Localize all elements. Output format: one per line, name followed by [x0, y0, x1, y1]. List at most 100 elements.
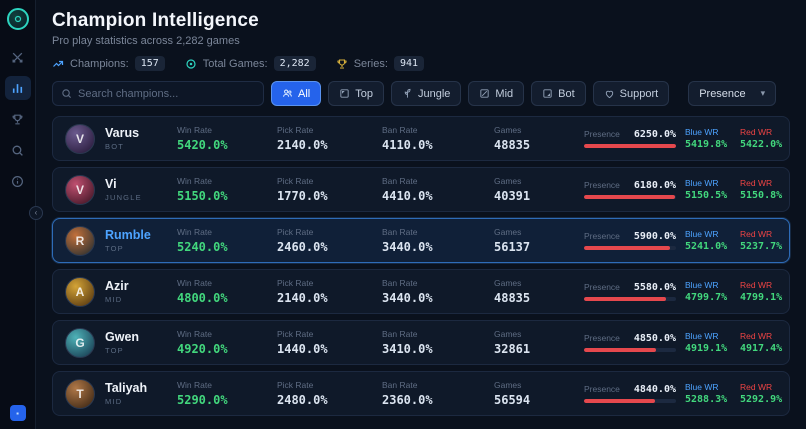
ban-rate-cell: Ban Rate 4410.0% [382, 176, 494, 203]
stat-champions: Champions: 157 [52, 56, 165, 71]
champion-avatar: R [65, 225, 95, 256]
games-value: 32861 [494, 342, 531, 356]
win-rate-label: Win Rate [177, 329, 212, 339]
champion-name: Gwen [105, 330, 140, 344]
champion-row[interactable]: V Varus BOT Win Rate 5420.0% Pick Rate 2… [52, 116, 790, 161]
sidebar-bottom-button[interactable]: ▪ [9, 405, 26, 421]
role-mid-icon [479, 88, 490, 99]
champion-row[interactable]: A Azir MID Win Rate 4800.0% Pick Rate 21… [52, 269, 790, 314]
champion-identity: Varus BOT [105, 126, 177, 151]
champion-identity: Azir MID [105, 279, 177, 304]
red-wr-label: Red WR [740, 382, 773, 392]
games-label: Games [494, 227, 522, 237]
sidebar-item-search[interactable] [5, 138, 31, 162]
filter-mid-chip[interactable]: Mid [468, 81, 525, 106]
red-wr-value: 4799.1% [740, 292, 783, 303]
blue-wr-value: 4919.1% [685, 343, 728, 354]
sidebar-collapse-button[interactable]: ‹ [29, 206, 43, 220]
games-value: 40391 [494, 189, 531, 203]
pick-rate-value: 2140.0% [277, 291, 328, 305]
blue-wr-label: Blue WR [685, 178, 719, 188]
role-support-icon [604, 88, 615, 99]
red-wr-label: Red WR [740, 229, 773, 239]
ban-rate-value: 3440.0% [382, 240, 433, 254]
ban-rate-label: Ban Rate [382, 329, 418, 339]
stat-label: Total Games: [202, 57, 268, 70]
games-value: 56137 [494, 240, 531, 254]
sidebar-item-matchups[interactable] [5, 45, 31, 69]
stat-value: 2,282 [273, 56, 316, 71]
games-cell: Games 56594 [494, 380, 584, 407]
games-cell: Games 32861 [494, 329, 584, 356]
row-right-stats: Presence 4850.0% Blue WR 4919.1% Red WR … [584, 331, 786, 354]
search-input[interactable] [78, 87, 255, 100]
filter-label: All [298, 87, 311, 100]
red-wr-cell: Red WR 5422.0% [740, 127, 786, 150]
win-rate-label: Win Rate [177, 227, 212, 237]
filter-label: Mid [495, 87, 514, 100]
filter-bot-chip[interactable]: Bot [531, 81, 586, 106]
red-wr-label: Red WR [740, 127, 773, 137]
filter-all-chip[interactable]: All [271, 81, 322, 106]
red-wr-value: 5292.9% [740, 394, 783, 405]
pick-rate-value: 1440.0% [277, 342, 328, 356]
grid-icon: ▪ [16, 408, 19, 418]
pick-rate-cell: Pick Rate 2140.0% [277, 125, 382, 152]
champion-row[interactable]: T Taliyah MID Win Rate 5290.0% Pick Rate… [52, 371, 790, 416]
filter-top-chip[interactable]: Top [328, 81, 384, 106]
pick-rate-value: 2460.0% [277, 240, 328, 254]
app-logo-icon [6, 8, 29, 30]
ban-rate-label: Ban Rate [382, 380, 418, 390]
champion-row[interactable]: G Gwen TOP Win Rate 4920.0% Pick Rate 14… [52, 320, 790, 365]
champion-row[interactable]: R Rumble TOP Win Rate 5240.0% Pick Rate … [52, 218, 790, 263]
sidebar-item-series[interactable] [5, 107, 31, 131]
pick-rate-cell: Pick Rate 2140.0% [277, 278, 382, 305]
champion-row[interactable]: V Vi JUNGLE Win Rate 5150.0% Pick Rate 1… [52, 167, 790, 212]
red-wr-value: 5237.7% [740, 241, 783, 252]
blue-wr-cell: Blue WR 5150.5% [685, 178, 731, 201]
pick-rate-label: Pick Rate [277, 278, 314, 288]
win-rate-cell: Win Rate 4800.0% [177, 278, 277, 305]
filter-support-chip[interactable]: Support [592, 81, 670, 106]
presence-value: 5580.0% [633, 282, 676, 293]
blue-wr-cell: Blue WR 5288.3% [685, 382, 731, 405]
win-rate-cell: Win Rate 5240.0% [177, 227, 277, 254]
champion-avatar-initial: T [76, 386, 84, 401]
champion-avatar-initial: R [75, 233, 85, 248]
stat-label: Champions: [70, 57, 129, 70]
pick-rate-value: 2140.0% [277, 138, 328, 152]
champion-name: Vi [105, 177, 117, 191]
filter-label: Top [355, 87, 373, 100]
row-right-stats: Presence 6180.0% Blue WR 5150.5% Red WR … [584, 178, 786, 201]
blue-wr-value: 5241.0% [685, 241, 728, 252]
presence-cell: Presence 4850.0% [584, 333, 676, 352]
blue-wr-value: 5150.5% [685, 190, 728, 201]
presence-bar-fill [584, 246, 671, 250]
champion-role: JUNGLE [105, 193, 142, 202]
blue-wr-value: 4799.7% [685, 292, 728, 303]
ban-rate-cell: Ban Rate 4110.0% [382, 125, 494, 152]
champion-name: Azir [105, 279, 129, 293]
games-cell: Games 40391 [494, 176, 584, 203]
champion-avatar-initial: V [75, 182, 84, 197]
filter-jungle-chip[interactable]: Jungle [390, 81, 462, 106]
search-box[interactable] [52, 81, 264, 106]
stat-label: Series: [353, 57, 388, 70]
pick-rate-label: Pick Rate [277, 125, 314, 135]
champion-role: TOP [105, 244, 124, 253]
presence-value: 6180.0% [633, 180, 676, 191]
pick-rate-label: Pick Rate [277, 380, 314, 390]
champion-avatar: G [65, 327, 95, 358]
search-icon [11, 144, 24, 157]
red-wr-label: Red WR [740, 280, 773, 290]
presence-label: Presence [584, 231, 620, 241]
sort-select[interactable]: Presence ▾ [688, 81, 777, 106]
champion-role: MID [105, 295, 123, 304]
sidebar-item-info[interactable] [5, 169, 31, 193]
blue-wr-value: 5419.8% [685, 139, 728, 150]
role-bot-icon [542, 88, 553, 99]
presence-label: Presence [584, 384, 620, 394]
sidebar-item-statistics[interactable] [4, 76, 31, 100]
pick-rate-cell: Pick Rate 1440.0% [277, 329, 382, 356]
champion-role: MID [105, 397, 123, 406]
